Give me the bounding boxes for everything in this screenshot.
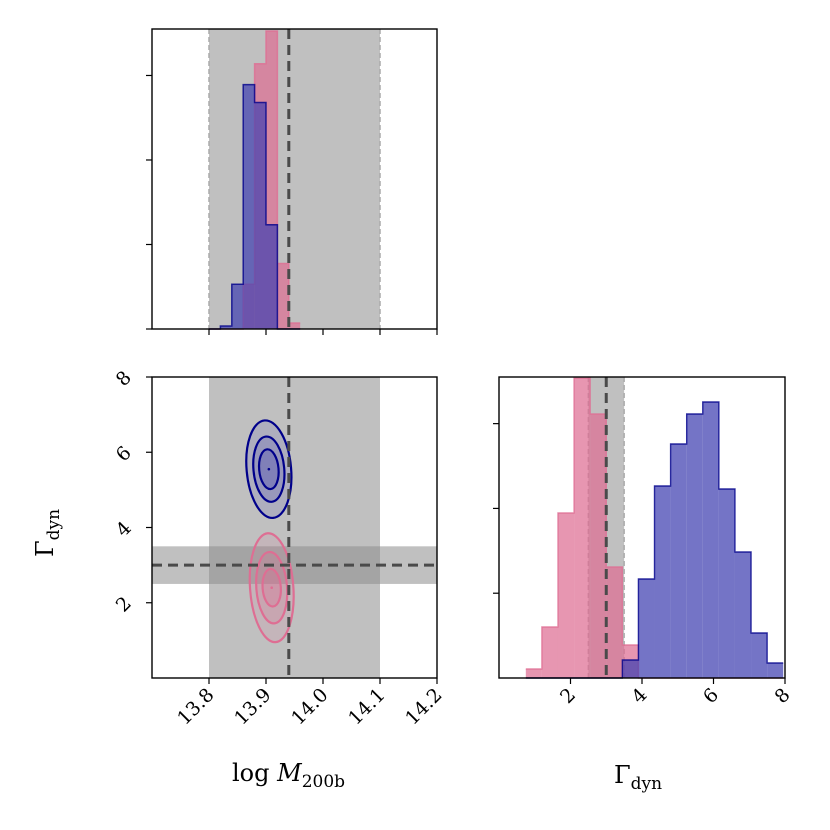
- joint-xtick-label-1: 13.9: [230, 684, 275, 729]
- panel-mass-marginal: [146, 28, 438, 335]
- gamma-bar-pink-1: [541, 627, 558, 678]
- mass-step-navy: [209, 83, 301, 330]
- gamma-bar-pink-4: [590, 414, 607, 678]
- joint-ytick-label-0: 2: [112, 592, 136, 616]
- joint-ytick-label-3: 8: [112, 367, 136, 391]
- panel-joint: 13.8 13.9 14.0 14.1 14.2 2 4 6 8: [112, 367, 447, 730]
- gamma-bar-navy-7: [638, 579, 655, 678]
- gamma-bar-navy-12: [718, 489, 735, 678]
- mass-bar-navy-2: [231, 284, 244, 329]
- joint-gamma-prior-band: [152, 546, 437, 584]
- mass-bar-navy-5: [266, 224, 278, 329]
- gamma-xtick-label-0: 2: [556, 684, 580, 708]
- gamma-bar-pink-2: [557, 513, 575, 678]
- x-axis-label-mass: log M200b: [232, 759, 345, 792]
- joint-center-navy: [267, 467, 271, 471]
- mass-bar-navy-3: [243, 84, 255, 329]
- mass-bar-navy-1: [220, 326, 232, 329]
- panel-gamma-frame: [498, 376, 786, 679]
- joint-xtick-label-4: 14.2: [401, 684, 446, 729]
- mass-bar-pink-7: [288, 323, 301, 329]
- joint-xtick-label-2: 14.0: [287, 684, 332, 729]
- joint-center-pink: [270, 586, 274, 589]
- gamma-bar-navy-6: [622, 660, 639, 678]
- gamma-bar-pink-0: [525, 669, 542, 678]
- y-axis-label-gamma: Γdyn: [31, 509, 64, 557]
- panel-joint-frame: [151, 376, 438, 679]
- mass-bar-navy-4: [254, 102, 266, 330]
- joint-ytick-label-2: 6: [112, 442, 136, 466]
- gamma-bar-navy-11: [702, 402, 719, 678]
- gamma-xtick-label-3: 8: [770, 684, 794, 708]
- gamma-bar-navy-9: [670, 444, 687, 678]
- gamma-bar-navy-15: [767, 663, 784, 678]
- gamma-xtick-label-2: 6: [699, 684, 723, 708]
- mass-bar-pink-5: [266, 31, 278, 329]
- gamma-bar-pink-5: [606, 567, 623, 678]
- gamma-xtick-label-1: 4: [627, 684, 651, 708]
- panel-mass-frame: [151, 28, 438, 330]
- joint-mass-prior-band: [209, 377, 380, 678]
- mass-bar-pink-6: [277, 263, 289, 329]
- gamma-bar-navy-10: [686, 414, 703, 678]
- joint-xtick-label-0: 13.8: [173, 684, 218, 729]
- joint-ytick-label-1: 4: [112, 517, 136, 541]
- panel-gamma-marginal: 2 4 6 8: [493, 376, 795, 708]
- joint-xtick-label-3: 14.1: [344, 684, 389, 729]
- gamma-bar-navy-13: [734, 552, 752, 678]
- gamma-bar-navy-14: [751, 633, 768, 678]
- gamma-bar-pink-3: [574, 378, 591, 678]
- mass-prior-band: [209, 29, 380, 329]
- gamma-bar-navy-8: [654, 486, 671, 678]
- x-axis-label-gamma: Γdyn: [614, 761, 662, 794]
